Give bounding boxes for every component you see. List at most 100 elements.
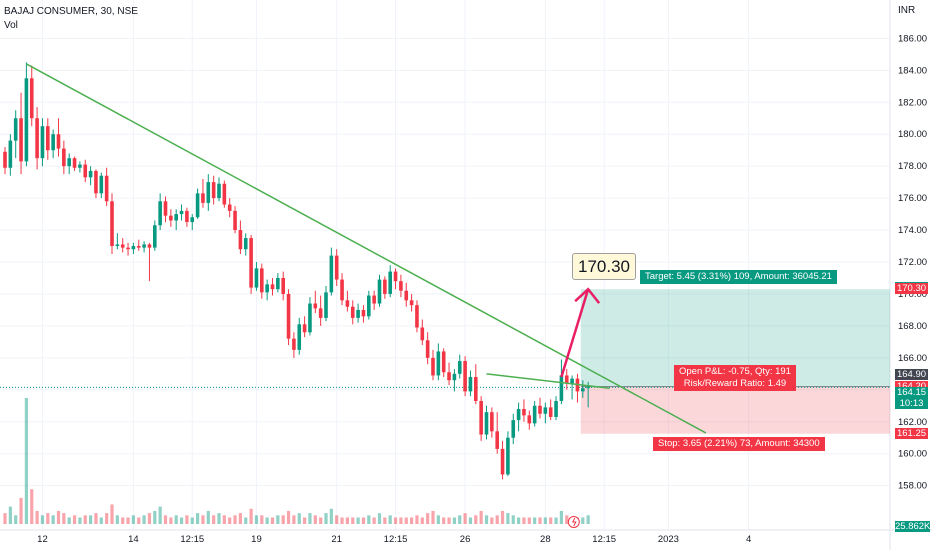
candle [62, 140, 66, 175]
price-axis-label: 186.00 [898, 33, 927, 44]
candle-body [94, 170, 98, 194]
volume-bar [185, 515, 189, 524]
time-axis: 12 14 12:15 19 21 12:15 26 28 12:15 2023 4 [37, 534, 751, 545]
candle-body [13, 118, 18, 141]
candles [3, 62, 590, 480]
candle [249, 234, 253, 294]
time-axis-label: 12:15 [180, 534, 204, 545]
candle-body [532, 405, 537, 424]
volume-bar [110, 504, 114, 524]
volume-bar [308, 513, 312, 524]
candle [126, 242, 130, 256]
volume-bar [436, 515, 440, 524]
volume-bar [67, 517, 71, 524]
volume-bar [265, 517, 269, 524]
candle-body [297, 324, 302, 350]
risk-reward-text: Risk/Reward Ratio: 1.49 [683, 378, 787, 389]
price-axis-label: 162.00 [898, 417, 927, 428]
candle-body [206, 182, 211, 203]
candle-body [425, 340, 430, 358]
candle-body [260, 268, 264, 293]
candle [147, 242, 152, 282]
volume-bar [222, 515, 226, 524]
volume-bar [313, 515, 317, 524]
candle-body [415, 305, 419, 328]
volume-bar [24, 398, 28, 524]
volume-bar [179, 517, 184, 524]
candle-body [99, 175, 104, 194]
time-axis-label: 19 [251, 534, 262, 545]
candle [447, 362, 451, 386]
volume-bar [452, 517, 456, 524]
candle-body [153, 225, 157, 248]
candle [35, 107, 39, 170]
candle-body [276, 277, 280, 290]
volume-bar [484, 515, 489, 524]
volume-bar [522, 517, 526, 524]
symbol-title: BAJAJ CONSUMER, 30, NSE [4, 6, 138, 17]
candle [233, 206, 237, 234]
candle-body [564, 375, 569, 384]
price-tag-value: 164.20 [895, 381, 928, 392]
volume-bar [126, 517, 130, 524]
volume-bar [51, 515, 55, 524]
volume-bar [46, 513, 50, 524]
candle-body [511, 420, 516, 438]
volume-bar [511, 515, 515, 524]
candle [142, 241, 146, 253]
candle [169, 209, 173, 227]
candle-body [420, 327, 425, 341]
candle [431, 349, 435, 381]
volume-bar [468, 517, 473, 524]
candle-body [29, 78, 34, 119]
candle-body [463, 361, 467, 392]
candle-body [217, 183, 221, 199]
candle [238, 220, 243, 255]
candle-body [559, 375, 564, 401]
price-tag: 164.90 [895, 369, 928, 381]
candle [51, 129, 55, 159]
volume-bar [260, 515, 264, 524]
candle-body [265, 284, 269, 293]
candle [40, 118, 45, 167]
time-axis-label: 14 [128, 534, 139, 545]
candle-body [388, 271, 392, 294]
time-axis-label: 12 [37, 534, 48, 545]
candle-body [441, 351, 446, 373]
price-axis-label: 174.00 [898, 225, 927, 236]
candle [265, 279, 269, 301]
volume-bar [329, 508, 333, 524]
candle [56, 118, 61, 157]
candle [527, 410, 532, 430]
candle [174, 209, 178, 231]
candle [115, 233, 120, 250]
candle [511, 413, 516, 445]
candle-body [308, 303, 312, 333]
volume-bar [292, 515, 296, 524]
price-axis-label: 168.00 [898, 321, 927, 332]
candle-body [233, 210, 237, 231]
target-callout[interactable]: 170.30 [572, 253, 636, 280]
volume-bar [244, 517, 248, 524]
time-axis-label: 12:15 [384, 534, 408, 545]
candle-body [19, 118, 23, 162]
chart-legend: BAJAJ CONSUMER, 30, NSE Vol [4, 5, 138, 33]
candle-body [120, 244, 125, 248]
candle-body [131, 246, 136, 250]
candle [292, 332, 296, 358]
volume-bar [517, 517, 521, 524]
volume-bar [527, 517, 531, 524]
volume-bar [137, 517, 141, 524]
candle-body [24, 78, 29, 162]
candle [404, 282, 409, 307]
candle [457, 354, 462, 379]
volume-bar [196, 513, 200, 524]
candle [29, 65, 34, 127]
candle [356, 303, 360, 323]
candle-body [431, 357, 435, 376]
volume-bar [543, 517, 547, 524]
candle-body [538, 405, 542, 414]
volume-bar [474, 515, 478, 524]
volume-bar [463, 513, 467, 524]
